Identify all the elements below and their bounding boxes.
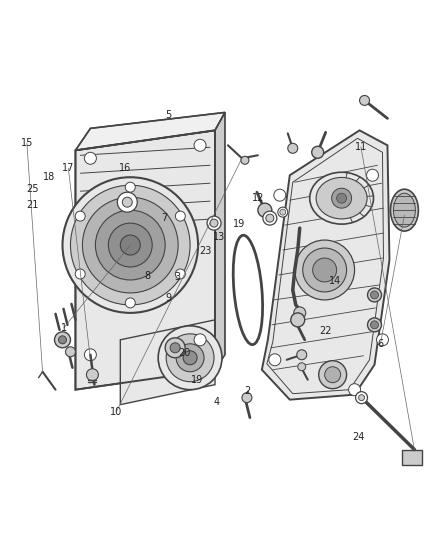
- Circle shape: [371, 321, 378, 329]
- Text: 19: 19: [233, 219, 245, 229]
- Circle shape: [85, 152, 96, 164]
- Circle shape: [183, 351, 197, 365]
- Circle shape: [176, 344, 204, 372]
- Text: 8: 8: [144, 271, 150, 281]
- Polygon shape: [215, 112, 225, 370]
- Ellipse shape: [390, 189, 418, 231]
- Circle shape: [359, 394, 364, 401]
- Circle shape: [165, 338, 185, 358]
- Circle shape: [120, 235, 140, 255]
- Circle shape: [95, 210, 165, 280]
- Text: 11: 11: [355, 142, 367, 152]
- Text: 17: 17: [62, 163, 74, 173]
- Circle shape: [288, 143, 298, 154]
- Circle shape: [158, 326, 222, 390]
- Circle shape: [125, 182, 135, 192]
- Circle shape: [75, 211, 85, 221]
- Text: 19: 19: [191, 375, 203, 385]
- Text: 4: 4: [214, 397, 220, 407]
- Circle shape: [258, 203, 272, 217]
- Circle shape: [360, 95, 370, 106]
- Circle shape: [313, 258, 337, 282]
- Circle shape: [377, 334, 389, 346]
- Circle shape: [122, 197, 132, 207]
- Circle shape: [54, 332, 71, 348]
- Ellipse shape: [316, 177, 367, 219]
- Circle shape: [295, 240, 355, 300]
- Text: 2: 2: [244, 386, 251, 397]
- Text: 21: 21: [26, 200, 39, 211]
- Circle shape: [117, 192, 137, 212]
- Circle shape: [325, 367, 341, 383]
- Circle shape: [349, 384, 360, 395]
- Circle shape: [86, 369, 99, 381]
- Circle shape: [367, 169, 378, 181]
- Circle shape: [367, 288, 381, 302]
- Ellipse shape: [310, 172, 374, 224]
- Polygon shape: [262, 131, 389, 400]
- Polygon shape: [75, 112, 225, 150]
- Circle shape: [367, 318, 381, 332]
- Text: 14: 14: [328, 277, 341, 286]
- Text: 7: 7: [161, 213, 168, 223]
- Circle shape: [298, 363, 306, 371]
- Circle shape: [66, 347, 75, 357]
- Circle shape: [207, 216, 221, 230]
- Circle shape: [63, 177, 198, 313]
- Text: 10: 10: [110, 407, 123, 417]
- Circle shape: [319, 361, 346, 389]
- Circle shape: [108, 223, 152, 267]
- Circle shape: [82, 197, 178, 293]
- Circle shape: [294, 307, 306, 319]
- Circle shape: [371, 291, 378, 299]
- Circle shape: [337, 193, 346, 203]
- Circle shape: [175, 269, 185, 279]
- Text: 23: 23: [199, 246, 211, 255]
- Circle shape: [170, 343, 180, 353]
- Circle shape: [266, 214, 274, 222]
- Circle shape: [303, 248, 346, 292]
- Polygon shape: [75, 131, 215, 390]
- Circle shape: [332, 188, 352, 208]
- Text: 18: 18: [42, 172, 55, 182]
- Circle shape: [125, 298, 135, 308]
- Circle shape: [263, 211, 277, 225]
- Circle shape: [274, 189, 286, 201]
- Circle shape: [59, 336, 67, 344]
- Circle shape: [194, 139, 206, 151]
- Circle shape: [280, 209, 286, 215]
- Text: 22: 22: [320, 326, 332, 336]
- Text: 16: 16: [119, 163, 131, 173]
- Text: 15: 15: [21, 138, 33, 148]
- Circle shape: [71, 185, 190, 305]
- Circle shape: [291, 313, 305, 327]
- Text: 3: 3: [174, 272, 180, 282]
- Circle shape: [242, 393, 252, 402]
- Circle shape: [269, 354, 281, 366]
- Circle shape: [297, 350, 307, 360]
- Text: 25: 25: [26, 184, 39, 195]
- Circle shape: [278, 207, 288, 217]
- Circle shape: [75, 269, 85, 279]
- Circle shape: [356, 392, 367, 403]
- Ellipse shape: [393, 193, 415, 227]
- Circle shape: [194, 334, 206, 346]
- Circle shape: [210, 219, 218, 227]
- Circle shape: [241, 156, 249, 164]
- Polygon shape: [120, 320, 215, 405]
- Text: 24: 24: [353, 432, 365, 442]
- Circle shape: [85, 349, 96, 361]
- Text: 9: 9: [166, 293, 172, 303]
- Text: 1: 1: [61, 322, 67, 333]
- Polygon shape: [403, 449, 422, 465]
- Circle shape: [175, 211, 185, 221]
- Text: 5: 5: [166, 110, 172, 120]
- Circle shape: [166, 334, 214, 382]
- Circle shape: [312, 147, 324, 158]
- Text: 6: 6: [378, 338, 384, 349]
- Text: 12: 12: [252, 193, 265, 204]
- Text: 20: 20: [178, 348, 190, 358]
- Text: 13: 13: [213, 232, 225, 242]
